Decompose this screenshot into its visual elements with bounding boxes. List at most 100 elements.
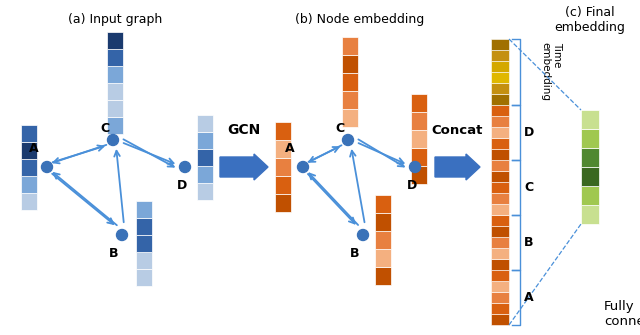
Bar [375, 213, 391, 231]
Circle shape [42, 161, 52, 173]
Text: Concat: Concat [431, 124, 483, 137]
Bar [491, 83, 509, 94]
Bar [491, 314, 509, 325]
Bar [411, 166, 427, 184]
Bar [491, 237, 509, 248]
Text: B: B [109, 247, 119, 260]
Bar [491, 116, 509, 127]
Bar [491, 39, 509, 50]
Bar [491, 138, 509, 149]
Text: (b) Node embedding: (b) Node embedding [296, 13, 424, 26]
Text: GCN: GCN [227, 123, 260, 137]
Bar [342, 55, 358, 73]
Bar [275, 158, 291, 176]
Bar [107, 117, 123, 134]
Text: A: A [29, 142, 39, 155]
Bar [375, 231, 391, 249]
Bar [491, 149, 509, 160]
Bar [342, 91, 358, 109]
Text: C: C [524, 181, 533, 194]
Bar [491, 171, 509, 182]
Text: (a) Input graph: (a) Input graph [68, 13, 162, 26]
Bar [107, 100, 123, 117]
Bar [136, 234, 152, 252]
Bar [491, 248, 509, 259]
Bar [375, 195, 391, 213]
Bar [491, 303, 509, 314]
Bar [197, 148, 213, 165]
Bar [491, 72, 509, 83]
Bar [581, 110, 599, 129]
Bar [107, 83, 123, 100]
Text: A: A [524, 291, 534, 304]
Text: Fully
connected: Fully connected [604, 300, 640, 328]
Bar [342, 73, 358, 91]
Bar [581, 186, 599, 205]
Bar [491, 105, 509, 116]
Text: D: D [524, 126, 534, 139]
Bar [136, 217, 152, 234]
Bar [491, 215, 509, 226]
Bar [21, 193, 37, 209]
FancyArrow shape [435, 154, 480, 180]
Circle shape [179, 161, 191, 173]
Bar [491, 50, 509, 61]
Bar [491, 61, 509, 72]
Bar [411, 148, 427, 166]
FancyArrow shape [220, 154, 268, 180]
Bar [197, 115, 213, 132]
Bar [107, 49, 123, 66]
Circle shape [358, 229, 369, 241]
Bar [21, 158, 37, 176]
Bar [491, 259, 509, 270]
Bar [21, 125, 37, 141]
Bar [107, 32, 123, 49]
Bar [275, 122, 291, 140]
Bar [342, 109, 358, 127]
Text: B: B [350, 247, 360, 260]
Bar [136, 201, 152, 217]
Bar [197, 165, 213, 183]
Bar [275, 176, 291, 194]
Bar [411, 112, 427, 130]
Bar [411, 94, 427, 112]
Bar [491, 160, 509, 171]
Bar [581, 129, 599, 148]
Circle shape [298, 161, 308, 173]
Bar [21, 141, 37, 158]
Bar [491, 270, 509, 281]
Text: A: A [285, 142, 295, 155]
Bar [375, 267, 391, 285]
Bar [136, 252, 152, 268]
Bar [491, 127, 509, 138]
Bar [581, 205, 599, 224]
Bar [275, 140, 291, 158]
Bar [491, 193, 509, 204]
Bar [491, 94, 509, 105]
Bar [491, 204, 509, 215]
Circle shape [410, 161, 420, 173]
Bar [375, 249, 391, 267]
Bar [197, 132, 213, 148]
Bar [581, 148, 599, 167]
Bar [491, 226, 509, 237]
Text: D: D [177, 179, 187, 192]
Bar [491, 182, 509, 193]
Bar [21, 176, 37, 193]
Bar [342, 37, 358, 55]
Bar [136, 268, 152, 285]
Text: (c) Final
embedding: (c) Final embedding [555, 6, 625, 34]
Circle shape [108, 134, 118, 145]
Bar [411, 130, 427, 148]
Bar [491, 292, 509, 303]
Text: C: C [335, 122, 344, 135]
Text: B: B [524, 236, 534, 249]
Circle shape [342, 134, 353, 145]
Bar [275, 194, 291, 212]
Bar [197, 183, 213, 200]
Bar [491, 281, 509, 292]
Bar [581, 167, 599, 186]
Text: Time
embedding: Time embedding [540, 43, 562, 102]
Text: D: D [407, 179, 417, 192]
Circle shape [116, 229, 127, 241]
